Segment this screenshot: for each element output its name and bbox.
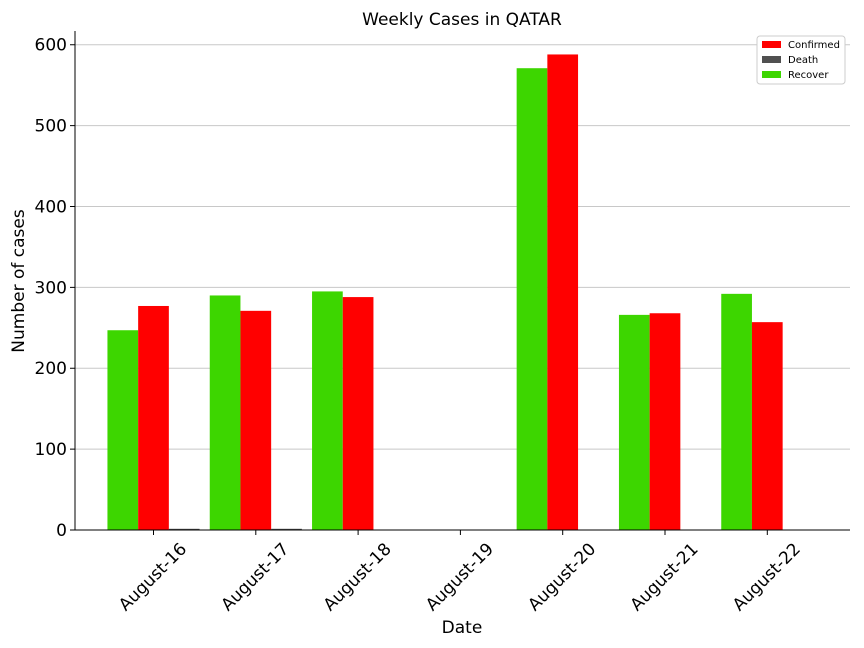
x-tick-label: August-18: [320, 539, 396, 615]
bar-recover-august-17: [209, 295, 241, 530]
bar-confirmed-august-18: [342, 297, 374, 530]
grid-lines: [75, 44, 850, 450]
y-tick-label: 100: [35, 440, 67, 460]
bar-recover-august-18: [312, 291, 343, 530]
y-tick-label: 500: [35, 117, 67, 137]
x-tick-label: August-22: [729, 539, 805, 615]
legend-label-death: Death: [788, 55, 818, 66]
legend-label-confirmed: Confirmed: [788, 40, 840, 51]
axes: [74, 31, 850, 531]
bar-death-august-17: [271, 528, 302, 530]
x-tick-label: August-19: [422, 539, 498, 615]
legend-label-recover: Recover: [788, 70, 829, 81]
bar-recover-august-16: [107, 330, 139, 530]
x-tick-label: August-16: [115, 539, 191, 615]
chart-title: Weekly Cases in QATAR: [362, 10, 562, 30]
x-tick-label: August-21: [627, 539, 703, 615]
legend-swatch-confirmed: [762, 41, 781, 48]
legend: Confirmed Death Recover: [756, 35, 846, 85]
bar-death-august-16: [168, 528, 200, 530]
bar-recover-august-20: [516, 68, 548, 531]
legend-swatch-recover: [762, 71, 781, 78]
y-tick-label: 300: [35, 278, 67, 298]
y-tick-label: 600: [35, 36, 67, 56]
y-axis-label: Number of cases: [9, 209, 29, 353]
bar-recover-august-22: [721, 293, 752, 530]
x-tick-label: August-17: [217, 539, 293, 615]
x-axis-label: Date: [442, 618, 483, 638]
bar-confirmed-august-20: [547, 54, 579, 531]
bar-confirmed-august-16: [138, 305, 169, 530]
x-tick-label: August-20: [524, 539, 600, 615]
legend-swatch-death: [762, 56, 781, 63]
bar-confirmed-august-22: [751, 322, 783, 530]
y-tick-label: 0: [56, 521, 67, 541]
bar-confirmed-august-17: [240, 310, 272, 530]
bar-confirmed-august-21: [649, 313, 681, 530]
bar-recover-august-21: [618, 314, 650, 530]
y-tick-label: 400: [35, 197, 67, 217]
y-tick-label: 200: [35, 359, 67, 379]
bars: [107, 54, 783, 531]
